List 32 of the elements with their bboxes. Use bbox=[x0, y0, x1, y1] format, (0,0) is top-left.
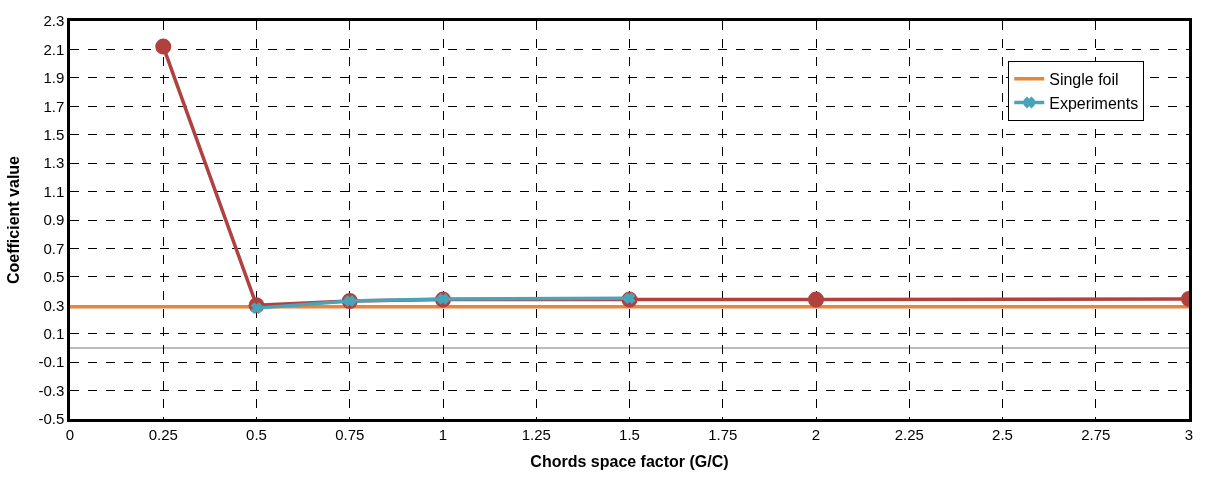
x-axis-title: Chords space factor (G/C) bbox=[530, 453, 729, 471]
x-tick-label: 2.5 bbox=[992, 425, 1013, 443]
legend-label: Experiments bbox=[1049, 94, 1139, 112]
y-tick-label: 1.3 bbox=[43, 154, 65, 172]
y-tick-label: 1.5 bbox=[43, 125, 65, 143]
x-tick-label: 1.5 bbox=[619, 425, 640, 443]
y-tick-label: 2.3 bbox=[43, 12, 65, 30]
y-tick-label: -0.5 bbox=[38, 410, 65, 428]
x-tick-label: 3 bbox=[1184, 425, 1194, 443]
y-tick-label: -0.1 bbox=[38, 353, 65, 371]
y-tick-label: 2.1 bbox=[43, 40, 65, 58]
y-tick-label: -0.3 bbox=[38, 381, 65, 399]
y-tick-label: 1.9 bbox=[43, 69, 65, 87]
y-tick-label: 0.9 bbox=[43, 211, 65, 229]
y-tick-label: 0.5 bbox=[43, 268, 65, 286]
x-tick-label: 0.75 bbox=[335, 425, 365, 443]
x-tick-label: 1.25 bbox=[521, 425, 551, 443]
x-tick-label: 2.75 bbox=[1081, 425, 1111, 443]
x-tick-label: 0.5 bbox=[246, 425, 267, 443]
x-tick-label: 0.25 bbox=[148, 425, 178, 443]
y-tick-label: 0.3 bbox=[43, 296, 65, 314]
y-tick-label: 0.7 bbox=[43, 239, 65, 257]
legend-label: Single foil bbox=[1049, 70, 1119, 88]
y-tick-label: 1.7 bbox=[43, 97, 65, 115]
y-tick-label: 1.1 bbox=[43, 182, 65, 200]
x-tick-label: 2.25 bbox=[894, 425, 924, 443]
x-tick-label: 1 bbox=[438, 425, 448, 443]
y-tick-label: 0.1 bbox=[43, 324, 65, 342]
x-tick-label: 1.75 bbox=[708, 425, 738, 443]
x-tick-label: 0 bbox=[65, 425, 75, 443]
x-tick-label: 2 bbox=[811, 425, 821, 443]
y-axis-title: Coefficient value bbox=[5, 155, 23, 285]
